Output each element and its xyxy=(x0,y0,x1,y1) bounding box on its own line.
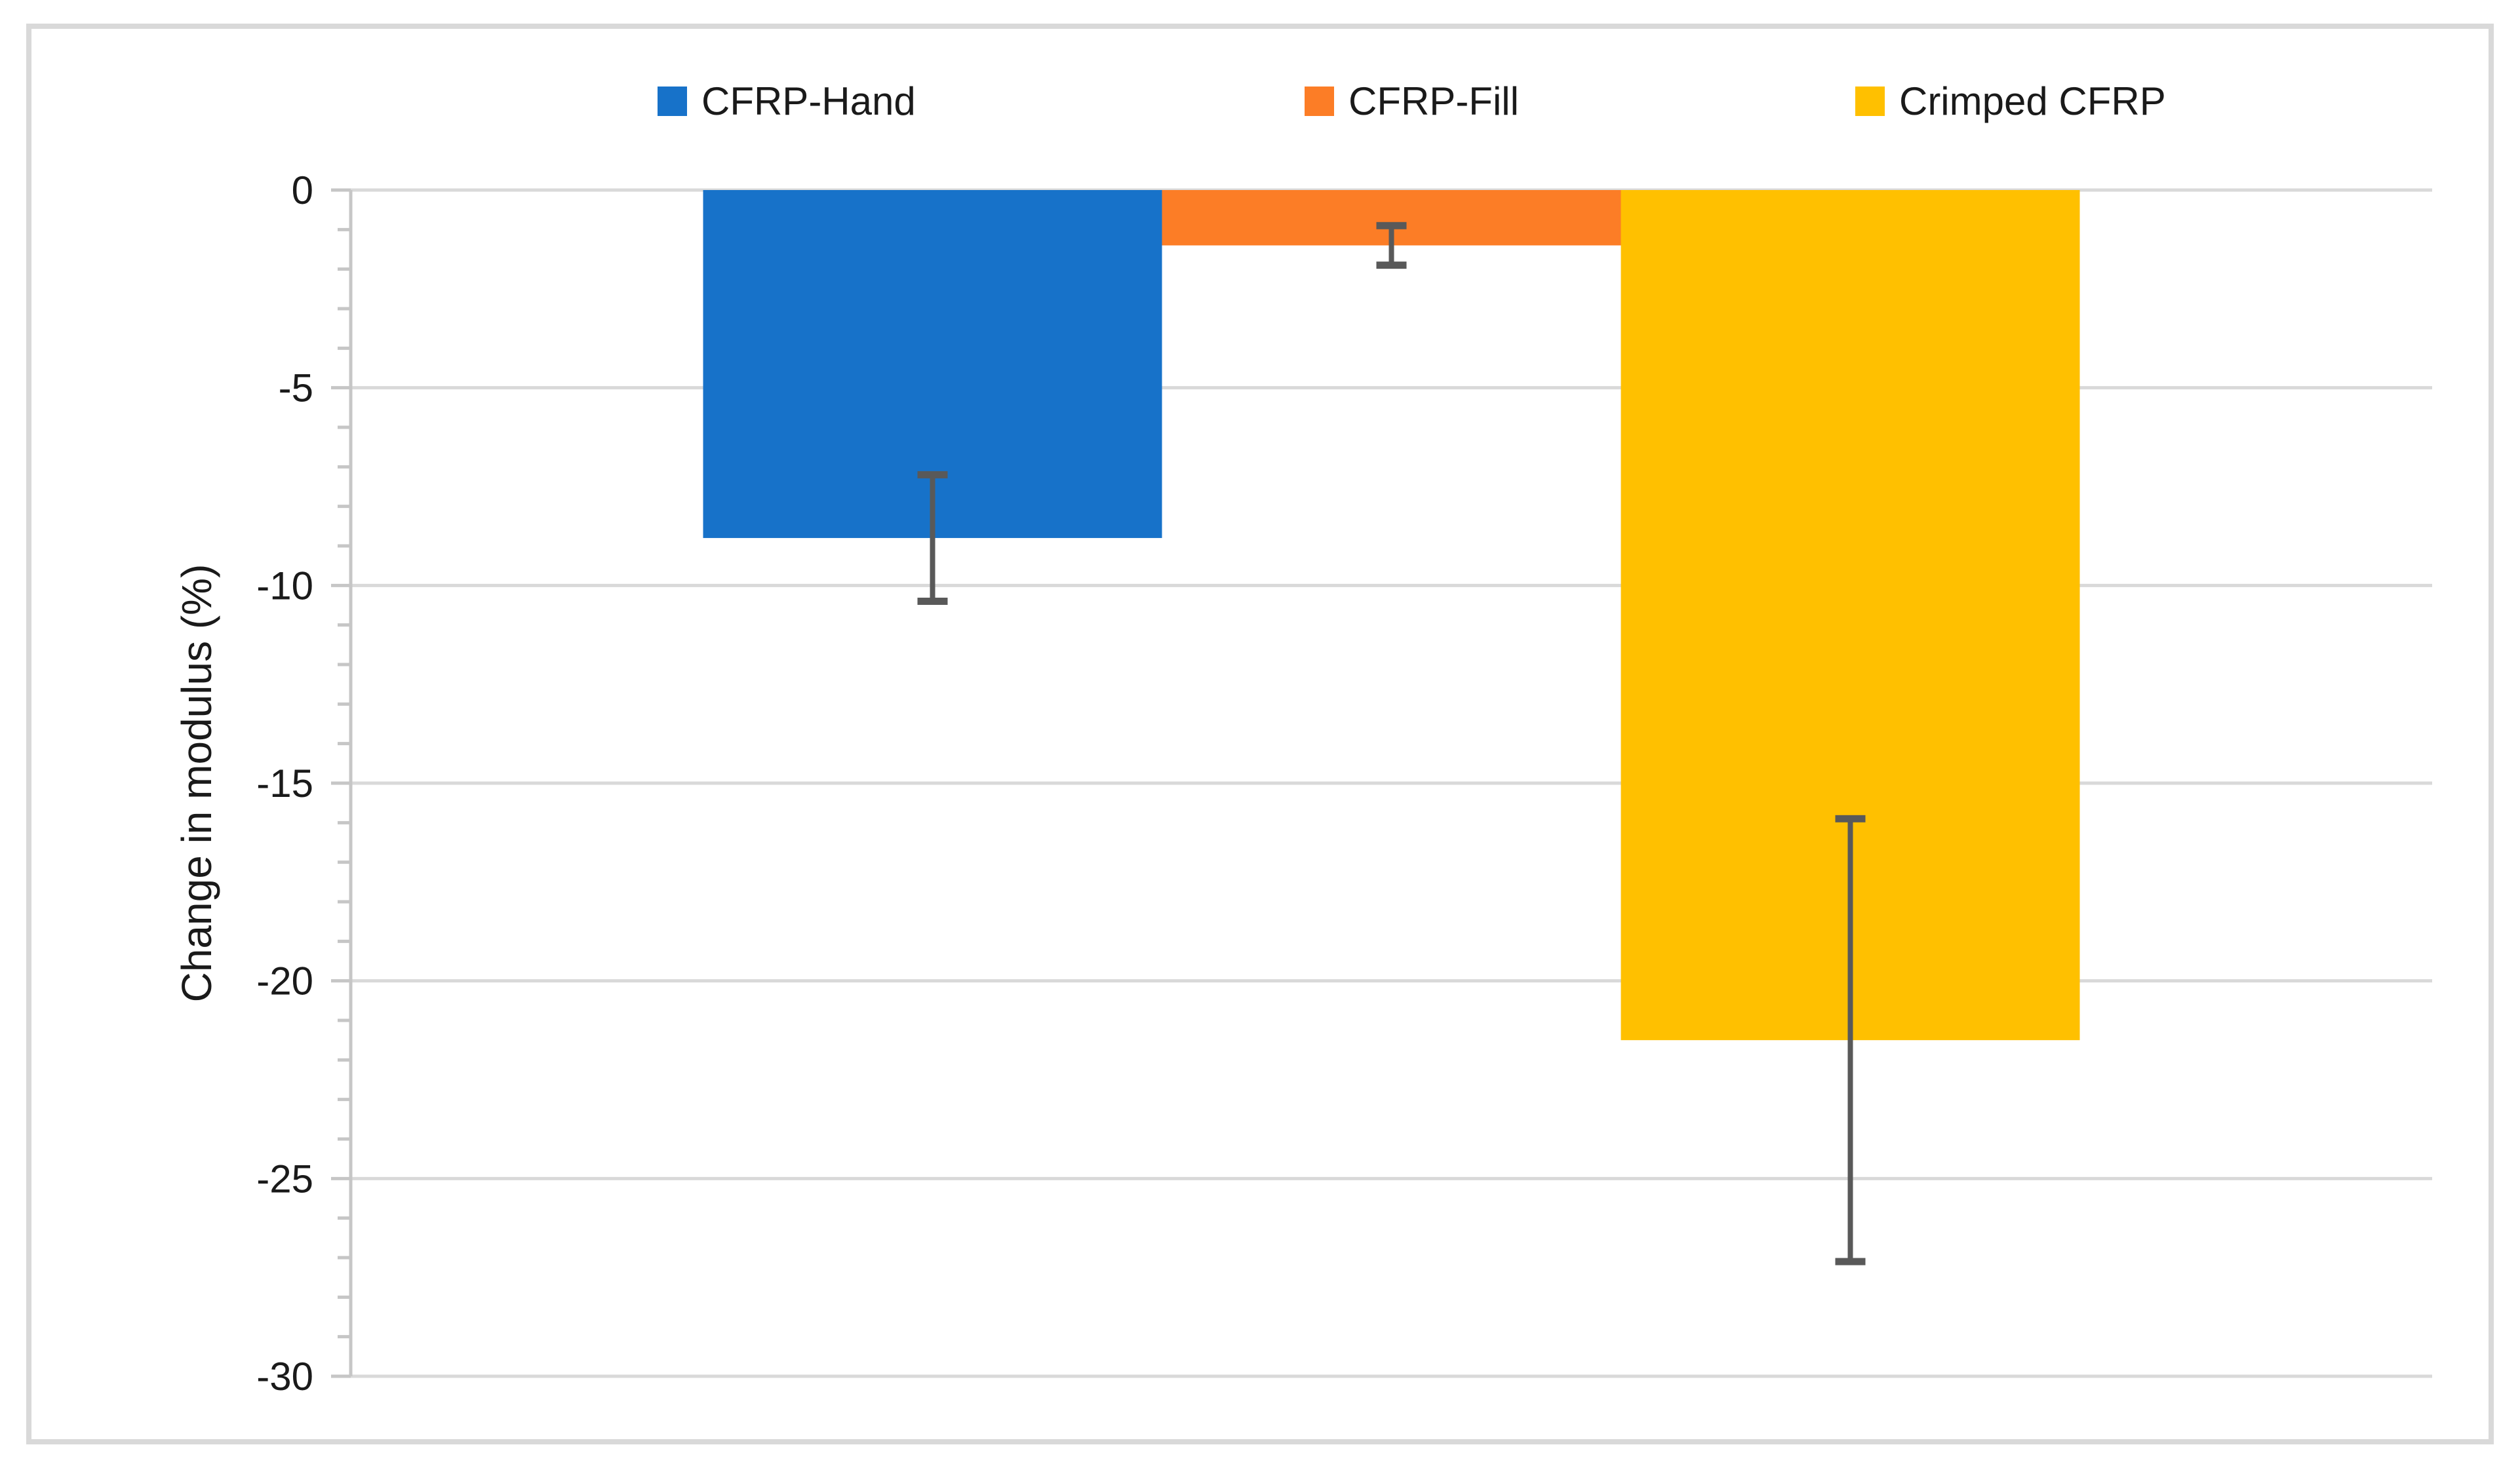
chart-legend: CFRP-Hand CFRP-Fill Crimped CFRP xyxy=(0,77,2520,125)
error-bar-cap xyxy=(1376,261,1407,269)
y-axis-title: Change in modulus (%) xyxy=(173,564,220,1003)
error-bar-cap xyxy=(1835,815,1866,822)
error-bar-cap xyxy=(1835,1258,1866,1265)
y-tick-label: -25 xyxy=(256,1157,313,1201)
y-tick-label: -10 xyxy=(256,564,313,608)
legend-entry-cfrp-fill: CFRP-Fill xyxy=(1305,77,1519,125)
y-tick-label: -5 xyxy=(279,366,313,410)
legend-label: CFRP-Hand xyxy=(701,79,916,123)
legend-swatch-cfrp-fill-icon xyxy=(1305,86,1334,116)
y-tick-label: -20 xyxy=(256,959,313,1003)
error-bar-cap xyxy=(917,471,948,478)
legend-label: CFRP-Fill xyxy=(1349,79,1519,123)
error-bar-cap xyxy=(1376,222,1407,229)
legend-entry-crimped-cfrp: Crimped CFRP xyxy=(1855,77,2166,125)
legend-label: Crimped CFRP xyxy=(1899,79,2166,123)
y-tick-label: 0 xyxy=(292,168,313,212)
legend-swatch-crimped-cfrp-icon xyxy=(1855,86,1885,116)
figure-frame-border xyxy=(26,24,2494,1444)
error-bar-cap xyxy=(917,597,948,605)
y-tick-label: -30 xyxy=(256,1355,313,1399)
y-tick-label: -15 xyxy=(256,762,313,805)
legend-swatch-cfrp-hand-icon xyxy=(658,86,687,116)
legend-entry-cfrp-hand: CFRP-Hand xyxy=(658,77,916,125)
